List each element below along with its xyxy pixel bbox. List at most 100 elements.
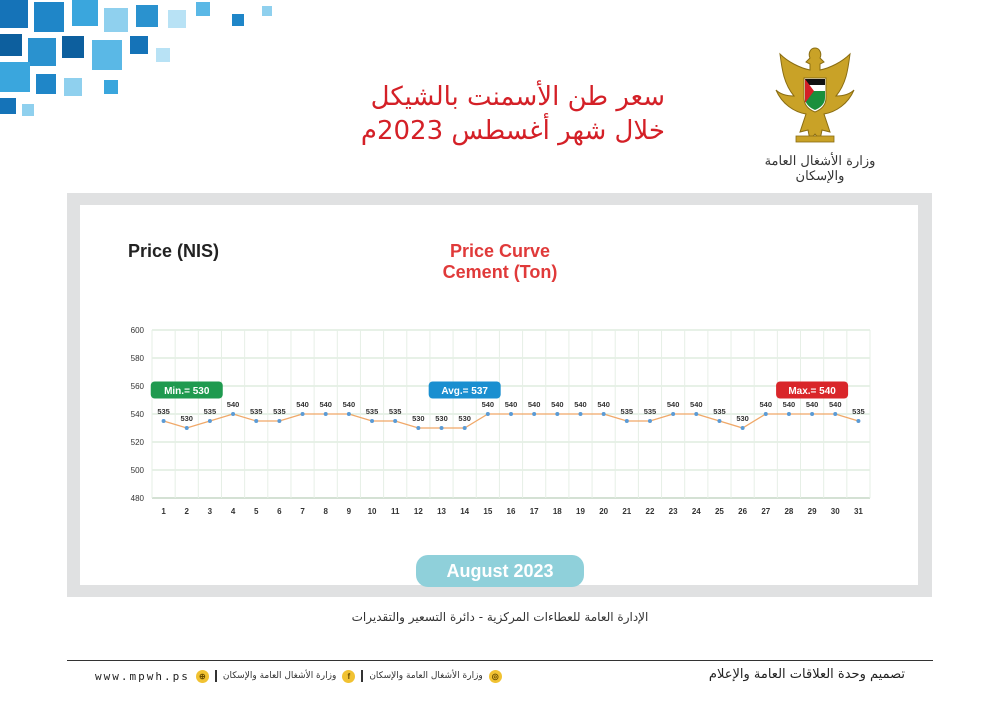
x-tick-label: 6 (277, 507, 282, 516)
month-badge: August 2023 (416, 555, 584, 587)
y-tick-label: 520 (131, 438, 145, 447)
data-point (416, 426, 421, 430)
x-tick-label: 24 (692, 507, 701, 516)
data-point (323, 412, 328, 416)
annotation-badge (776, 381, 849, 399)
y-axis-label: Price (NIS) (128, 241, 220, 261)
data-point (694, 412, 699, 416)
x-tick-label: 28 (784, 507, 793, 516)
ministry-name: وزارة الأشغال العامة والإسكان (764, 154, 876, 184)
instagram-icon: ◎ (488, 669, 502, 683)
x-tick-label: 1 (161, 507, 166, 516)
data-label: 540 (227, 400, 240, 409)
data-label: 530 (458, 414, 471, 423)
x-tick-label: 16 (507, 507, 516, 516)
x-tick-label: 17 (530, 507, 539, 516)
data-point (717, 419, 722, 423)
y-tick-label: 500 (131, 466, 145, 475)
x-tick-label: 21 (622, 507, 631, 516)
data-point (370, 419, 375, 423)
separator (214, 670, 217, 682)
page-title-line1: سعر طن الأسمنت بالشيكل (370, 82, 665, 112)
data-label: 540 (806, 400, 819, 409)
data-label: 530 (435, 414, 448, 423)
data-label: 540 (597, 400, 610, 409)
data-label: 535 (389, 407, 402, 416)
data-point (555, 412, 560, 416)
x-tick-label: 7 (300, 507, 305, 516)
data-label: 540 (482, 400, 495, 409)
data-label: 540 (551, 400, 564, 409)
x-tick-label: 20 (599, 507, 608, 516)
x-tick-label: 19 (576, 507, 585, 516)
separator (361, 670, 364, 682)
data-label: 540 (528, 400, 541, 409)
x-tick-label: 25 (715, 507, 724, 516)
y-tick-label: 580 (131, 354, 145, 363)
x-tick-label: 2 (185, 507, 190, 516)
data-point (485, 412, 490, 416)
x-tick-label: 15 (483, 507, 492, 516)
data-label: 535 (273, 407, 286, 416)
x-tick-label: 9 (347, 507, 352, 516)
data-label: 535 (204, 407, 217, 416)
y-tick-label: 540 (131, 410, 145, 419)
x-tick-label: 30 (831, 507, 840, 516)
data-label: 540 (760, 400, 773, 409)
website-link[interactable]: www.mpwh.ps (95, 669, 190, 683)
data-label: 540 (783, 400, 796, 409)
x-tick-label: 10 (368, 507, 377, 516)
data-label: 530 (180, 414, 193, 423)
data-point (671, 412, 676, 416)
department-credit: الإدارة العامة للعطاءات المركزية - دائرة… (351, 610, 649, 624)
chart-title: Price Curve (449, 241, 551, 261)
data-point (601, 412, 606, 416)
data-point (300, 412, 305, 416)
facebook-link[interactable]: وزارة الأشغال العامة والإسكان (222, 671, 337, 681)
facebook-icon: f (342, 669, 356, 683)
x-tick-label: 3 (208, 507, 213, 516)
x-tick-label: 8 (323, 507, 328, 516)
data-point (231, 412, 236, 416)
data-point (161, 419, 166, 423)
data-label: 535 (621, 407, 634, 416)
ministry-emblem (770, 40, 860, 150)
data-label: 535 (644, 407, 657, 416)
data-point (393, 419, 398, 423)
globe-icon: ⊕ (195, 669, 209, 683)
data-point (856, 419, 861, 423)
data-point (578, 412, 583, 416)
x-tick-label: 4 (231, 507, 236, 516)
data-label: 535 (366, 407, 379, 416)
y-tick-label: 480 (131, 494, 145, 503)
data-point (740, 426, 745, 430)
y-tick-label: 560 (131, 382, 145, 391)
data-point (786, 412, 791, 416)
data-label: 530 (412, 414, 425, 423)
x-tick-label: 26 (738, 507, 747, 516)
x-tick-label: 22 (646, 507, 655, 516)
chart-title-block: Price Curve Cement (Ton) (400, 241, 600, 283)
data-point (763, 412, 768, 416)
data-label: 540 (829, 400, 842, 409)
data-point (509, 412, 513, 416)
annotation-label: Min.= 530 (164, 386, 210, 397)
data-point (254, 419, 259, 423)
data-label: 530 (736, 414, 749, 423)
annotation-badge (150, 381, 223, 399)
x-tick-label: 27 (761, 507, 770, 516)
data-point (346, 412, 351, 416)
x-tick-label: 5 (254, 507, 259, 516)
data-label: 540 (690, 400, 703, 409)
instagram-link[interactable]: وزارة الأشغال العامة والإسكان (369, 671, 483, 681)
data-label: 540 (667, 400, 680, 409)
footer-social: www.mpwh.ps ⊕ وزارة الأشغال العامة والإس… (95, 666, 502, 686)
y-tick-label: 600 (131, 326, 145, 335)
x-tick-label: 29 (808, 507, 817, 516)
data-label: 535 (713, 407, 726, 416)
chart-subtitle: Cement (Ton) (442, 262, 558, 282)
data-point (277, 419, 282, 423)
data-point (833, 412, 838, 416)
data-label: 540 (505, 400, 518, 409)
